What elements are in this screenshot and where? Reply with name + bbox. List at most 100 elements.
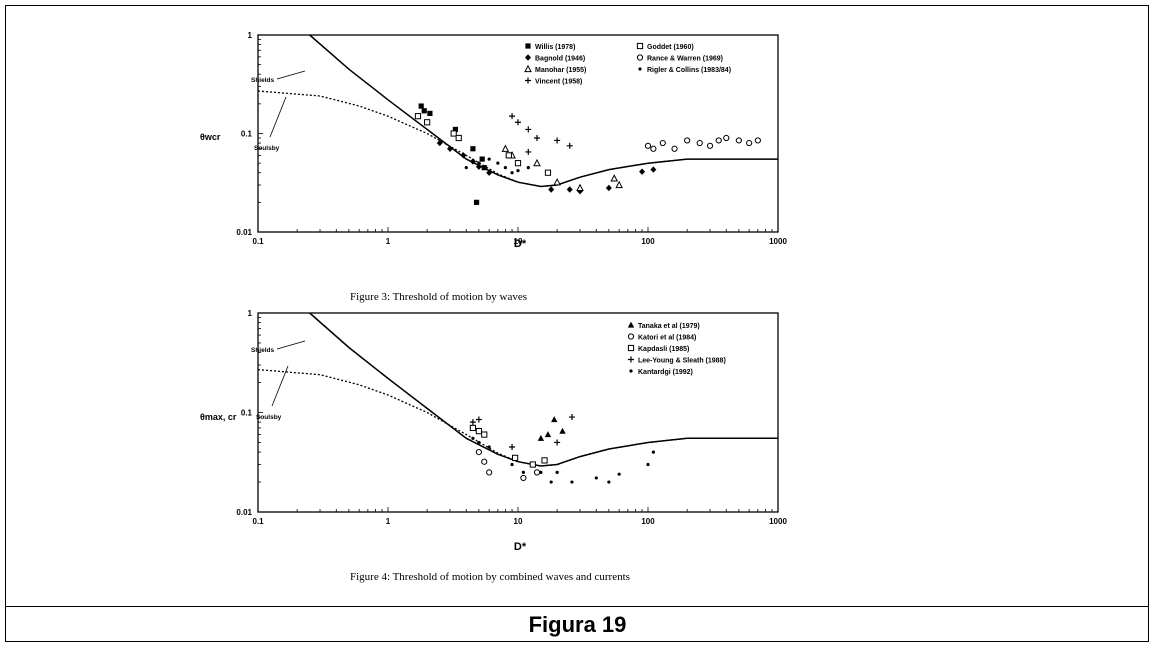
data-point: [639, 168, 646, 175]
data-point: [521, 470, 525, 475]
data-point: [553, 177, 561, 186]
legend-marker: [636, 42, 644, 50]
legend-entry: Tanaka et al (1979): [638, 323, 700, 330]
data-point: [671, 145, 678, 152]
data-point: [501, 144, 510, 152]
data-point: [469, 158, 476, 165]
x-axis-label: D*: [514, 541, 527, 553]
data-point: [520, 474, 527, 482]
data-point: [696, 139, 703, 147]
data-point: [715, 137, 722, 144]
data-point: [450, 130, 457, 137]
data-point: [509, 113, 516, 120]
legend-marker: [627, 333, 635, 340]
data-point: [487, 157, 491, 161]
data-point: [555, 470, 559, 475]
data-point: [541, 457, 548, 464]
data-point: [477, 440, 481, 445]
series-2: [469, 424, 548, 468]
data-point: [723, 134, 730, 142]
data-point: [427, 110, 433, 116]
x-axis-label: D*: [514, 238, 527, 250]
data-point: [515, 119, 521, 126]
chart-panel-1: 0.1 1 10 100 10000.010.11D*θwcrShieldsSoulsb…: [200, 31, 787, 303]
series-1: [436, 139, 657, 195]
curve-shields: [309, 312, 778, 467]
data-point: [615, 180, 623, 189]
x-tick-label: 10: [514, 237, 523, 246]
data-point: [469, 424, 477, 432]
data-point: [424, 119, 431, 126]
data-point: [447, 145, 454, 152]
data-point: [475, 163, 482, 170]
data-point: [487, 445, 491, 449]
x-tick-label: 100: [641, 237, 655, 246]
data-point: [510, 171, 514, 175]
data-point: [566, 186, 573, 193]
y-tick-label: 1: [248, 309, 253, 318]
data-point: [516, 169, 520, 173]
y-tick-label: 0.1: [241, 130, 253, 139]
legend-entry: Kantardgi (1992): [638, 369, 693, 376]
legend-entry: Katori et al (1984): [638, 335, 696, 342]
data-point: [477, 161, 481, 165]
data-point: [418, 103, 424, 109]
data-point: [576, 183, 584, 192]
data-point: [684, 137, 691, 144]
data-point: [510, 462, 514, 467]
series-0: [418, 103, 487, 205]
legend-entry: Goddet (1960): [647, 44, 694, 51]
chart-caption: Figure 3: Threshold of motion by waves: [350, 291, 527, 303]
legend-marker: [629, 369, 633, 373]
legend-entry: Rigler & Collins (1983/84): [647, 67, 731, 74]
data-point: [460, 152, 467, 159]
data-point: [566, 142, 573, 149]
data-point: [471, 436, 475, 440]
data-point: [605, 184, 612, 192]
series-3: [469, 414, 575, 451]
data-point: [548, 186, 555, 193]
y-axis-label: θmax, cr: [200, 412, 237, 422]
data-point: [537, 434, 545, 441]
data-point: [568, 414, 575, 421]
x-tick-label: 0.1: [252, 237, 264, 246]
data-point: [533, 158, 541, 167]
annotation-arrow: [276, 70, 306, 80]
data-point: [455, 134, 462, 142]
data-point: [539, 470, 543, 475]
data-point: [509, 444, 516, 451]
data-point: [554, 137, 561, 144]
data-point: [421, 108, 427, 114]
series-6: [464, 157, 530, 175]
data-point: [464, 166, 468, 170]
annotation-soulsby: Soulsby: [254, 145, 280, 152]
legend-entry: Willis (1978): [535, 44, 575, 51]
data-point: [529, 461, 536, 468]
data-point: [706, 142, 714, 149]
scanned-figure: 0.1 1 10 100 10000.010.11D*θwcrShieldsSoulsb…: [200, 31, 787, 583]
y-axis-label: θwcr: [200, 132, 221, 142]
legend-marker: [525, 77, 531, 84]
curve-soulsby: [257, 368, 778, 467]
legend-marker: [628, 356, 634, 363]
x-tick-label: 100: [641, 517, 655, 526]
curve-soulsby: [257, 90, 778, 188]
data-point: [475, 448, 482, 456]
legend-entry: Rance & Warren (1969): [647, 56, 723, 63]
figure-caption: Figura 19: [528, 612, 627, 637]
series-0: [537, 416, 566, 441]
y-tick-label: 0.1: [241, 409, 253, 418]
data-point: [505, 152, 512, 159]
data-point: [554, 439, 561, 446]
y-tick-label: 0.01: [236, 508, 252, 517]
data-point: [470, 146, 476, 152]
data-point: [617, 472, 621, 476]
data-point: [481, 458, 488, 465]
data-point: [646, 462, 650, 467]
data-point: [533, 469, 541, 476]
data-point: [512, 454, 519, 461]
y-tick-label: 1: [248, 31, 253, 40]
data-point: [607, 480, 611, 484]
data-point: [544, 431, 552, 438]
